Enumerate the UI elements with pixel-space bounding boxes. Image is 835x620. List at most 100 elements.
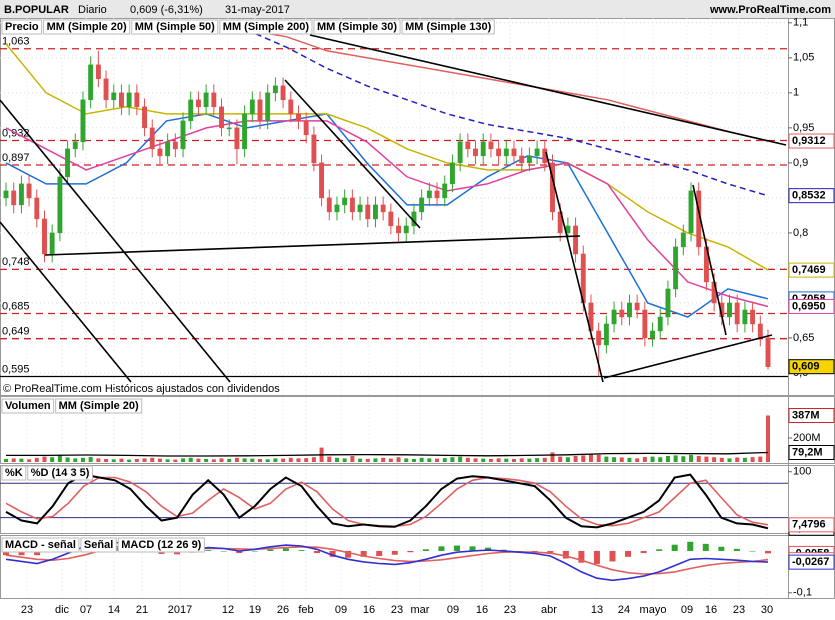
volume-bar	[565, 457, 570, 462]
candle-body	[334, 204, 340, 213]
volume-bar	[481, 458, 486, 462]
candle-body	[419, 197, 425, 213]
trend-line	[0, 221, 132, 383]
volume-bar	[742, 457, 747, 462]
macd-hist-bar	[282, 548, 289, 551]
volume-bar	[504, 458, 509, 462]
candle-body	[765, 337, 771, 367]
candle-body	[72, 141, 78, 150]
legend-entry: MM (Simple 130)	[405, 21, 492, 33]
candle-body	[596, 330, 602, 346]
volume-bar	[465, 457, 470, 462]
candle-body	[165, 141, 171, 157]
volume-bar	[181, 458, 186, 462]
volume-bar	[712, 457, 717, 462]
volume-bar	[165, 459, 170, 462]
macd-hist-bar	[578, 550, 585, 563]
volume-bar	[766, 415, 770, 462]
volume-bar	[96, 458, 101, 462]
macd-hist-bar	[174, 550, 181, 555]
legend-entry: Precio	[5, 21, 39, 33]
y-tick-label: 0,9	[793, 157, 808, 169]
macd-hist-bar	[609, 550, 616, 562]
series-line	[246, 29, 769, 197]
volume-bar	[73, 458, 78, 462]
volume-bar	[34, 457, 39, 462]
panel-frames	[0, 18, 835, 599]
legend-bg	[80, 537, 117, 553]
volume-bar	[19, 458, 24, 462]
volume-bar	[719, 457, 724, 462]
legend-bg	[55, 398, 143, 414]
candle-body	[665, 288, 671, 318]
candle-body	[634, 302, 640, 311]
x-tick-label: 14	[108, 604, 120, 616]
legend-entry: MACD (12 26 9)	[121, 539, 201, 551]
volume-bar	[512, 458, 516, 462]
candle-body	[349, 197, 355, 213]
x-tick-label: 09	[335, 604, 347, 616]
legend-entry: %K	[5, 467, 23, 479]
volume-bar	[204, 458, 209, 462]
x-tick-label: abr	[541, 604, 557, 616]
macd-hist-bar	[34, 550, 41, 556]
x-tick-label: 23	[21, 604, 33, 616]
candle-body	[742, 309, 748, 325]
candle-body	[11, 190, 17, 206]
series-line	[5, 120, 769, 308]
candle-body	[680, 232, 686, 248]
volume-bar	[535, 458, 540, 462]
candle-body	[503, 148, 509, 157]
volume-bar	[196, 458, 201, 462]
volume-bar	[596, 454, 601, 462]
volume-bar	[373, 458, 378, 462]
level-label: 0,649	[2, 326, 30, 338]
value-box	[788, 359, 835, 375]
legend-entry: Señal	[84, 539, 113, 551]
x-tick-label: 24	[618, 604, 630, 616]
candle-body	[449, 162, 455, 185]
volume-bar	[127, 459, 132, 462]
candle-body	[657, 316, 663, 332]
candle-body	[257, 99, 263, 122]
macd-hist-bar	[18, 550, 25, 556]
macd-hist-bar	[205, 550, 212, 551]
x-tick-label: dic	[55, 604, 70, 616]
series-line	[6, 451, 769, 457]
x-tick-label: 16	[705, 604, 717, 616]
value-box-label: 387M	[792, 409, 820, 421]
series-line	[5, 113, 769, 318]
value-box	[788, 408, 835, 424]
period: Diario	[78, 4, 107, 16]
volume-bar	[735, 457, 740, 462]
volume-bar	[750, 457, 755, 462]
value-box-label: 79,2M	[792, 446, 823, 458]
legend-entry: MM (Simple 200)	[223, 21, 310, 33]
x-tick-label: 07	[80, 604, 92, 616]
candle-body	[480, 141, 486, 157]
footnote: © ProRealTime.com Históricos ajustados c…	[3, 383, 280, 395]
candle-body	[88, 64, 94, 101]
candle-body	[126, 92, 132, 108]
candle-body	[234, 127, 240, 150]
value-box	[788, 188, 835, 204]
candle-body	[211, 92, 217, 108]
value-box	[788, 444, 835, 460]
macd-hist-bar	[376, 550, 383, 556]
candle-body	[619, 309, 625, 318]
volume-bar	[396, 457, 401, 462]
volume-bar	[627, 457, 632, 462]
level-label: 1,063	[2, 36, 30, 48]
y-tick-label: 0,95	[793, 122, 814, 134]
volume-bar	[304, 458, 309, 462]
candle-body	[280, 85, 286, 101]
volume-bar	[365, 458, 370, 462]
macd-hist-bar	[687, 541, 694, 551]
candle-body	[311, 134, 317, 164]
macd-hist-bar	[236, 550, 243, 554]
volume-bar	[419, 457, 424, 462]
volume-bar	[758, 456, 763, 462]
candle-body	[203, 92, 209, 108]
candle-body	[511, 148, 517, 157]
volume-bar	[288, 457, 293, 462]
